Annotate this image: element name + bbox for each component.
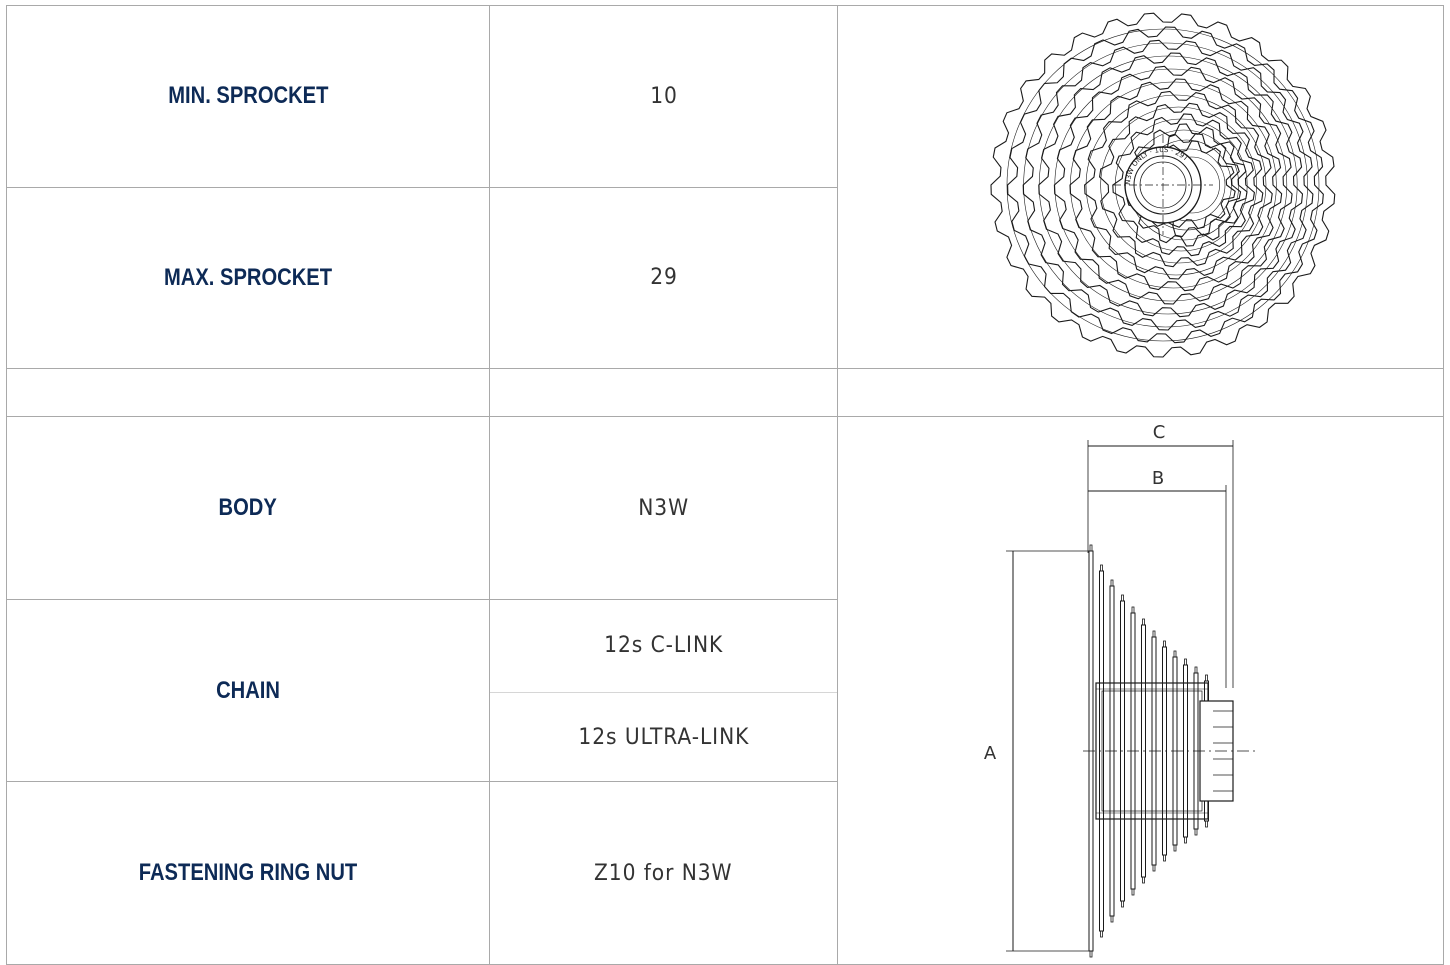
label-cell: BODY bbox=[6, 416, 490, 600]
tooth-tip-top bbox=[1131, 606, 1135, 614]
label-cell: MAX. SPROCKET bbox=[6, 186, 490, 370]
body-label: BODY bbox=[218, 494, 278, 522]
tooth-tip-bottom bbox=[1142, 876, 1145, 884]
sprocket-outline bbox=[1084, 90, 1273, 280]
tooth-tip-bottom bbox=[1194, 828, 1198, 836]
min-sprocket-label: MIN. SPROCKET bbox=[167, 82, 329, 110]
tooth-tip-top bbox=[1205, 674, 1208, 682]
tooth-tip-top bbox=[1152, 630, 1156, 638]
label-cell: MIN. SPROCKET bbox=[6, 5, 490, 188]
value-cell: N3W bbox=[489, 416, 838, 600]
table-row: BODY N3W C B A bbox=[6, 416, 1444, 965]
sprocket-outline bbox=[1007, 26, 1324, 344]
tooth-tip-top bbox=[1184, 658, 1187, 666]
cassette-side-dimension-drawing: C B A bbox=[984, 422, 1256, 958]
tooth-tip-bottom bbox=[1173, 844, 1177, 852]
dimension-c-label: C bbox=[1153, 422, 1166, 443]
sprocket-outline bbox=[1099, 102, 1264, 268]
empty-cell bbox=[489, 368, 838, 418]
label-cell: FASTENING RING NUT bbox=[6, 781, 490, 965]
tooth-tip-top bbox=[1110, 579, 1114, 587]
value-cell: Z10 for N3W bbox=[489, 781, 838, 965]
empty-cell bbox=[6, 368, 490, 418]
chain-label: CHAIN bbox=[216, 676, 280, 704]
min-sprocket-value: 10 bbox=[649, 83, 678, 109]
tooth-tip-top bbox=[1173, 650, 1177, 658]
dimension-a-label: A bbox=[984, 743, 997, 764]
table-row: CHAIN 12s C-LINK bbox=[6, 598, 1444, 783]
sprocket-outline bbox=[1112, 113, 1256, 257]
cassette-side-view-cell: C B A bbox=[837, 416, 1444, 965]
value-cell: 10 bbox=[489, 5, 838, 188]
sprocket-outline bbox=[1038, 52, 1304, 318]
table-row: 12s ULTRA-LINK bbox=[7, 692, 1444, 783]
dimension-b-label: B bbox=[1152, 468, 1164, 489]
fastening-ring-nut-label: FASTENING RING NUT bbox=[138, 859, 358, 887]
cassette-front-illustration: N3W ONLY · 10S · 29T bbox=[990, 12, 1336, 358]
fastening-ring-nut-value: Z10 for N3W bbox=[594, 860, 733, 886]
sprocket-outline bbox=[1069, 78, 1283, 292]
max-sprocket-label: MAX. SPROCKET bbox=[163, 263, 332, 291]
spacer-row bbox=[6, 368, 1444, 418]
tooth-tip-top bbox=[1089, 544, 1093, 552]
body-value: N3W bbox=[638, 495, 689, 521]
value-cell: 12s C-LINK bbox=[489, 598, 838, 694]
cassette-front-view-cell: N3W ONLY · 10S · 29T bbox=[837, 4, 1444, 370]
tooth-tip-bottom bbox=[1110, 915, 1114, 923]
sprocket-outline bbox=[990, 12, 1336, 358]
table-row: MAX. SPROCKET 29 bbox=[6, 186, 1444, 370]
sprocket-inner-ring bbox=[1100, 106, 1257, 264]
tooth-tip-bottom bbox=[1100, 930, 1103, 938]
tooth-tip-bottom bbox=[1089, 950, 1093, 958]
tooth-tip-top bbox=[1163, 640, 1166, 648]
tooth-tip-bottom bbox=[1163, 854, 1166, 862]
value-cell: 29 bbox=[489, 186, 838, 370]
chain-value-ultra-link: 12s ULTRA-LINK bbox=[578, 724, 749, 750]
value-cell: 12s ULTRA-LINK bbox=[489, 692, 838, 783]
tooth-tip-bottom bbox=[1152, 864, 1156, 872]
tooth-tip-bottom bbox=[1205, 820, 1208, 828]
spec-table: MIN. SPROCKET 10 N3W ONLY · 10S · 29T MA… bbox=[6, 4, 1444, 965]
tooth-tip-top bbox=[1121, 594, 1124, 602]
tooth-tip-bottom bbox=[1121, 900, 1124, 908]
empty-cell bbox=[837, 368, 1444, 418]
tooth-tip-top bbox=[1100, 564, 1103, 572]
label-cell: CHAIN bbox=[6, 598, 490, 783]
max-sprocket-value: 29 bbox=[649, 265, 678, 291]
tooth-tip-bottom bbox=[1184, 836, 1187, 844]
tooth-tip-top bbox=[1142, 618, 1145, 626]
sprocket-outline bbox=[1053, 65, 1293, 305]
sprocket-outline bbox=[1022, 39, 1314, 331]
tooth-tip-bottom bbox=[1131, 888, 1135, 896]
tooth-tip-top bbox=[1194, 666, 1198, 674]
table-row: MIN. SPROCKET 10 N3W ONLY · 10S · 29T bbox=[6, 4, 1444, 370]
chain-value-c-link: 12s C-LINK bbox=[603, 633, 724, 659]
sprocket-inner-ring bbox=[1085, 94, 1267, 276]
